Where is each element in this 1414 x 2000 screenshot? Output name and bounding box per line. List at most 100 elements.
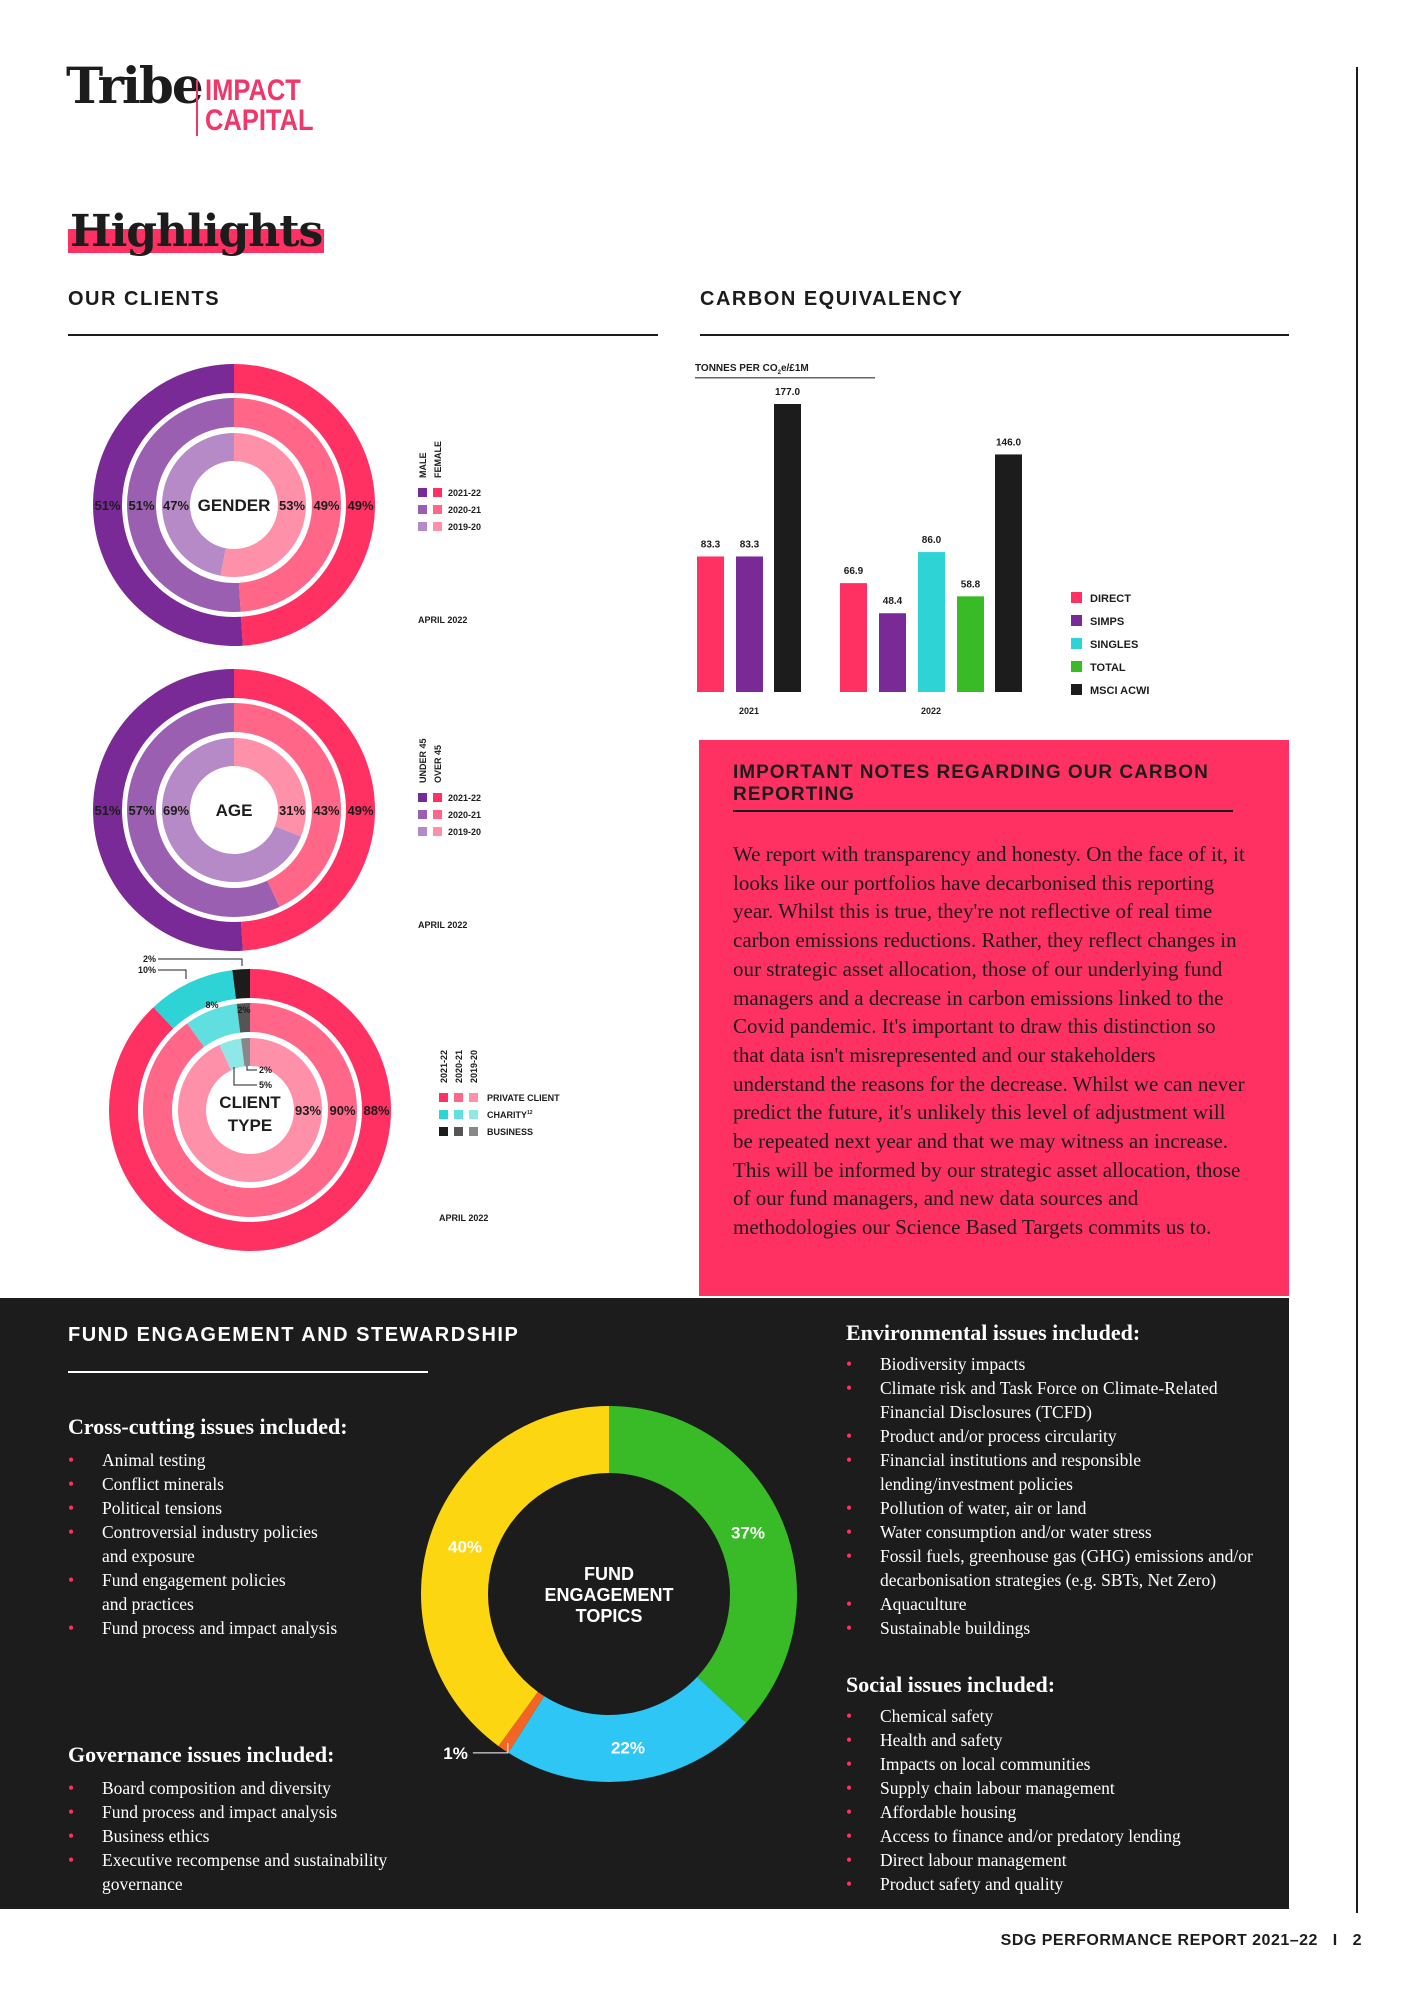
carbon-notes-box: IMPORTANT NOTES REGARDING OUR CARBON REP… — [699, 740, 1289, 1296]
bar-value-label: 48.4 — [883, 596, 903, 607]
bar-msci-acwi — [995, 454, 1022, 692]
legend-swatch — [418, 488, 427, 497]
donut-segment-charity — [187, 1003, 241, 1047]
list-item: Chemical safety — [846, 1704, 1181, 1728]
legend-column-label: MALE — [418, 453, 428, 479]
pct-label: 49% — [313, 498, 339, 513]
bar-value-label: 83.3 — [740, 539, 760, 550]
pct-label: 88% — [363, 1103, 389, 1118]
donut-slice — [498, 1691, 545, 1753]
x-tick-label: 2021 — [739, 706, 759, 716]
notes-title: IMPORTANT NOTES REGARDING OUR CARBON REP… — [733, 762, 1209, 805]
center-label: GENDER — [198, 496, 271, 515]
legend-label: 2020-21 — [448, 505, 481, 515]
donut-slice — [508, 1676, 747, 1782]
date-label: APRIL 2022 — [439, 1213, 488, 1223]
carbon-bar-chart: TONNES PER CO2e/£1M 83.3 83.3 177.0 2021 66.9… — [695, 363, 1149, 716]
donut-segment-charity — [153, 970, 236, 1029]
list-item: Pollution of water, air or land — [846, 1496, 1253, 1520]
pct-label: 57% — [128, 803, 154, 818]
date-label: APRIL 2022 — [418, 920, 467, 930]
donut-segment-under-45 — [126, 703, 280, 917]
pct-label: 53% — [279, 498, 305, 513]
legend-swatch — [439, 1127, 448, 1136]
bar-value-label: 83.3 — [701, 539, 721, 550]
y-label-rule — [695, 377, 875, 379]
list-item: Product and/or process circularity — [846, 1424, 1253, 1448]
donut-segment-male — [92, 364, 243, 646]
list-item: Political tensions — [68, 1496, 337, 1520]
footer-separator: I — [1332, 1932, 1338, 1949]
legend-label: DIRECT — [1090, 593, 1131, 605]
our-clients-title: OUR CLIENTS — [68, 288, 221, 310]
callout-label: 2% — [259, 1065, 272, 1075]
logo-impact: IMPACT — [205, 74, 301, 107]
pct-label: 2% — [237, 1005, 250, 1015]
slice-label: 1% — [443, 1744, 468, 1763]
donut-segment-under-45 — [162, 738, 301, 882]
list-item: Controversial industry policies and expo… — [68, 1520, 337, 1568]
donut-slice — [609, 1406, 797, 1723]
legend-swatch — [1071, 592, 1082, 603]
bar-msci-acwi — [774, 404, 801, 692]
pct-label: 43% — [313, 803, 339, 818]
slice-label: 22% — [611, 1738, 645, 1757]
legend-swatch — [1071, 661, 1082, 672]
donut-segment-over-45 — [234, 703, 341, 907]
footer-report: SDG PERFORMANCE REPORT 2021–22 — [1000, 1932, 1318, 1949]
pct-label: 8% — [205, 1000, 218, 1010]
legend-label: 2019-20 — [448, 827, 481, 837]
legend-swatch — [418, 827, 427, 836]
date-label: APRIL 2022 — [418, 615, 467, 625]
donut-segment-male — [161, 433, 234, 576]
callout-line — [158, 958, 243, 979]
list-item: Impacts on local communities — [846, 1752, 1181, 1776]
fund-title: FUND ENGAGEMENT AND STEWARDSHIP — [68, 1324, 520, 1346]
legend-swatch — [454, 1110, 463, 1119]
client-charts: 49% 51% 49% 51% 53% 47% GENDER MALE FEMALE 2021-2… — [92, 364, 560, 1251]
list-item: Fund process and impact analysis — [68, 1800, 387, 1824]
env-heading: Environmental issues included: — [846, 1320, 1141, 1345]
notes-rule — [733, 810, 1233, 812]
bar-value-label: 177.0 — [775, 387, 800, 398]
x-tick-label: 2022 — [921, 706, 941, 716]
gov-list: Board composition and diversityFund proc… — [68, 1776, 387, 1896]
legend-column-label: 2021-22 — [439, 1050, 449, 1083]
list-item: Conflict minerals — [68, 1472, 337, 1496]
pct-label: 51% — [94, 498, 120, 513]
logo-capital: CAPITAL — [205, 104, 314, 137]
callout-label: 5% — [259, 1080, 272, 1090]
center-label: ENGAGEMENT — [544, 1585, 673, 1605]
footer: SDG PERFORMANCE REPORT 2021–22 I 2 — [1001, 1932, 1362, 1950]
legend-label: 2019-20 — [448, 522, 481, 532]
env-list: Biodiversity impactsClimate risk and Tas… — [846, 1352, 1253, 1640]
legend-swatch — [1071, 615, 1082, 626]
legend-label: 2021-22 — [448, 793, 481, 803]
legend-label: PRIVATE CLIENT — [487, 1093, 560, 1103]
soc-heading: Social issues included: — [846, 1672, 1056, 1697]
center-label: TOPICS — [576, 1606, 643, 1626]
donut-segment-business — [236, 1003, 250, 1033]
fund-rule — [68, 1371, 428, 1373]
center-label: AGE — [216, 801, 253, 820]
our-clients-rule — [68, 334, 658, 336]
legend-swatch — [439, 1093, 448, 1102]
list-item: Biodiversity impacts — [846, 1352, 1253, 1376]
donut-segment-over-45 — [234, 669, 375, 951]
legend-column-label: 2019-20 — [469, 1050, 479, 1083]
legend-swatch — [454, 1093, 463, 1102]
legend-swatch — [418, 522, 427, 531]
legend-swatch — [433, 810, 442, 819]
legend-column-label: 2020-21 — [454, 1050, 464, 1083]
legend-swatch — [469, 1127, 478, 1136]
list-item: Fund process and impact analysis — [68, 1616, 337, 1640]
subscript: 2 — [778, 370, 782, 376]
donut-segment-charity — [219, 1038, 245, 1071]
legend-column-label: FEMALE — [433, 441, 443, 478]
list-item: Fund engagement policies and practices — [68, 1568, 337, 1616]
donut-segment-business — [240, 1038, 250, 1067]
page-title: Highlights — [68, 206, 325, 257]
list-item: Animal testing — [68, 1448, 337, 1472]
callout-line — [233, 1066, 257, 1086]
